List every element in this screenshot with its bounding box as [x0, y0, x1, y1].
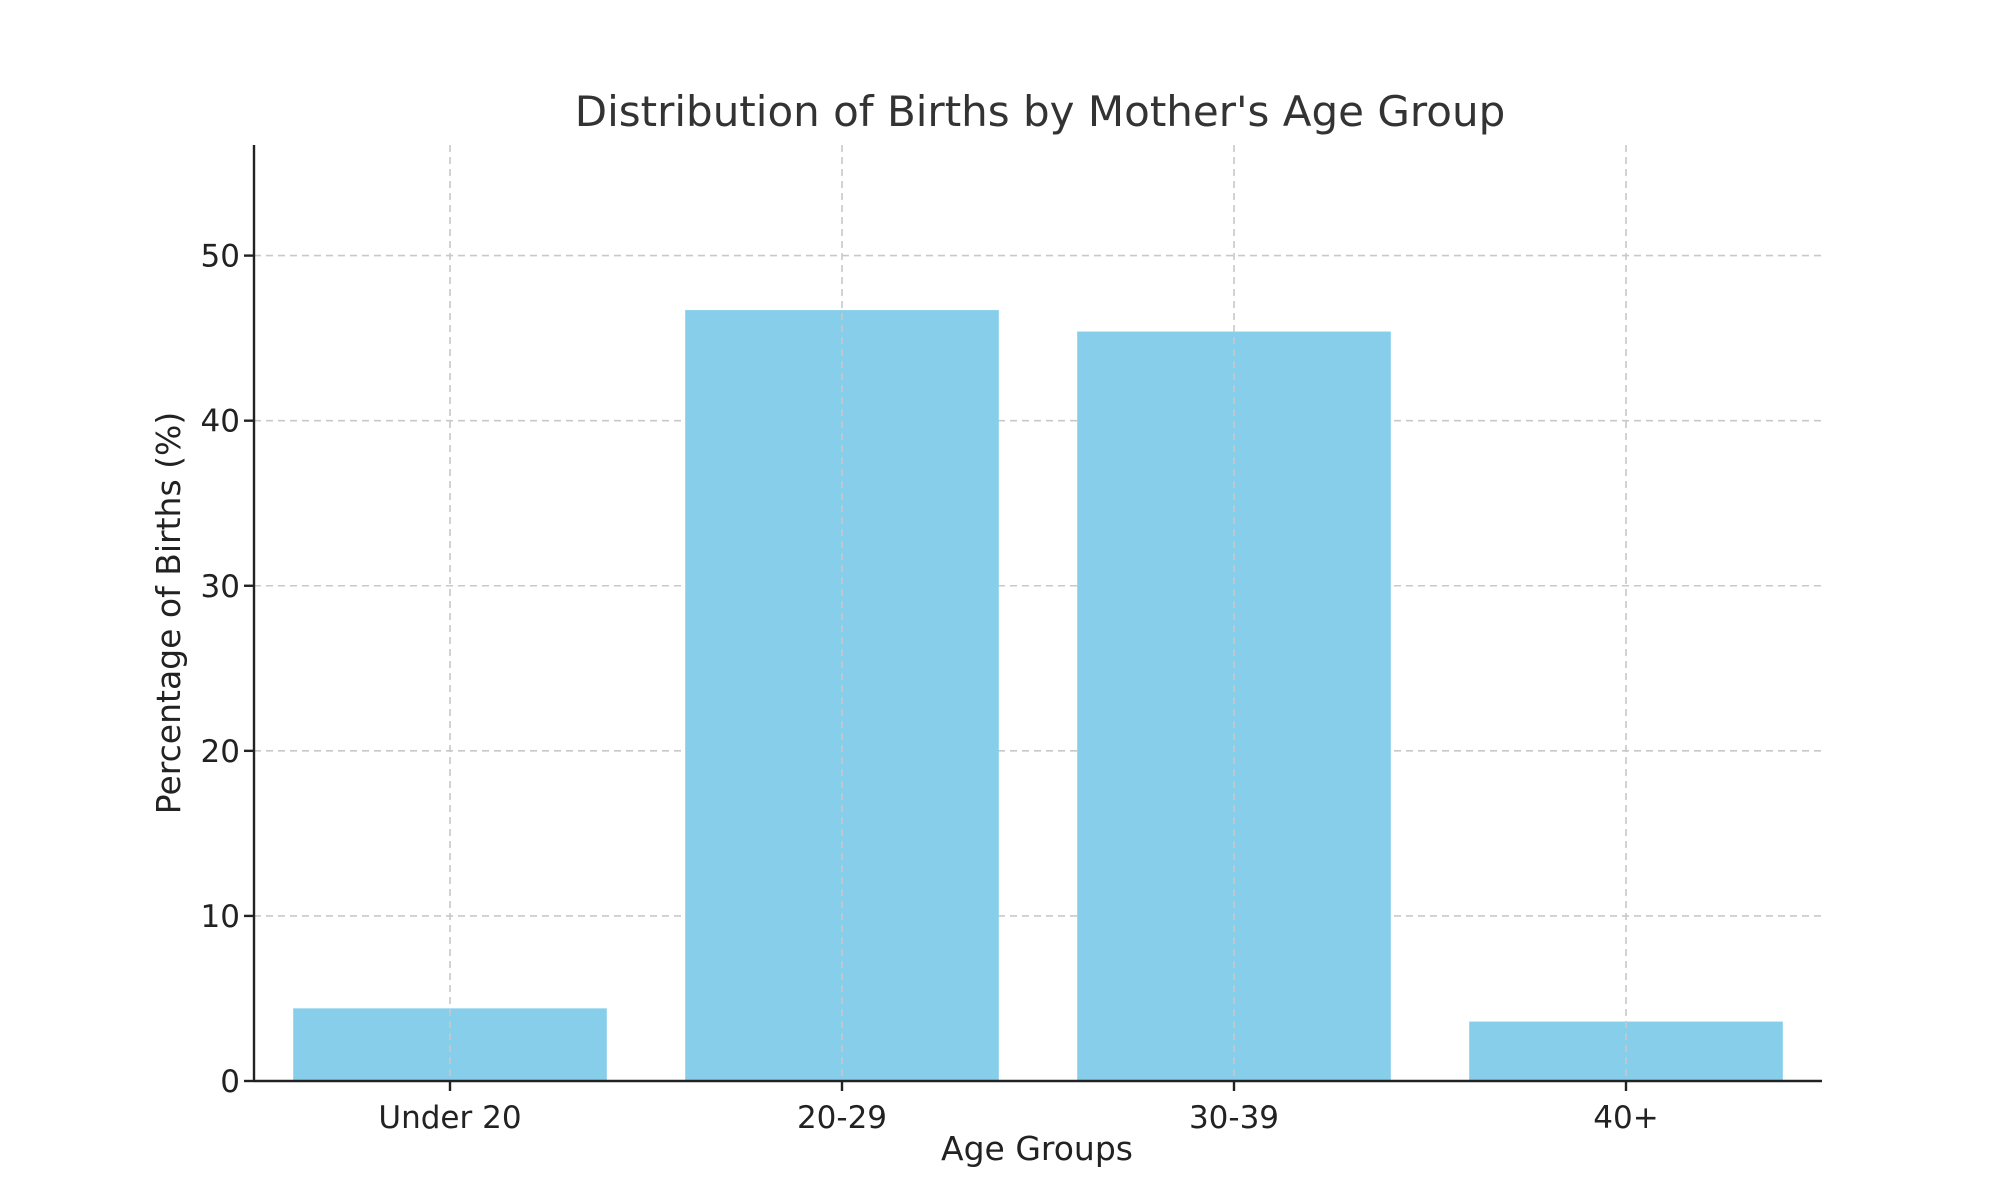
y-tick-label: 20: [201, 734, 240, 770]
y-axis-label: Percentage of Births (%): [149, 412, 188, 814]
x-tick-label: 40+: [1593, 1100, 1658, 1136]
y-tick-label: 40: [201, 404, 240, 440]
x-tick-label: 20-29: [797, 1100, 887, 1136]
grid: [254, 254, 1822, 917]
y-tick-label: 0: [220, 1064, 240, 1100]
bars: [293, 310, 1783, 1082]
axes: [244, 145, 1822, 1091]
chart-title: Distribution of Births by Mother's Age G…: [575, 87, 1506, 136]
bar-under-20: [293, 1008, 607, 1081]
grid-overlay: [449, 145, 1627, 1081]
y-tick-label: 50: [201, 239, 240, 275]
x-axis-label: Age Groups: [941, 1129, 1133, 1168]
bar-30-39: [1077, 331, 1391, 1081]
x-tick-label: Under 20: [378, 1100, 521, 1136]
x-tick-label: 30-39: [1189, 1100, 1279, 1136]
tick-labels: 0 10 20 30 40 50 Under 20 20-29 30-39 40+: [201, 239, 1659, 1136]
y-tick-label: 30: [201, 569, 240, 605]
y-tick-label: 10: [201, 899, 240, 935]
